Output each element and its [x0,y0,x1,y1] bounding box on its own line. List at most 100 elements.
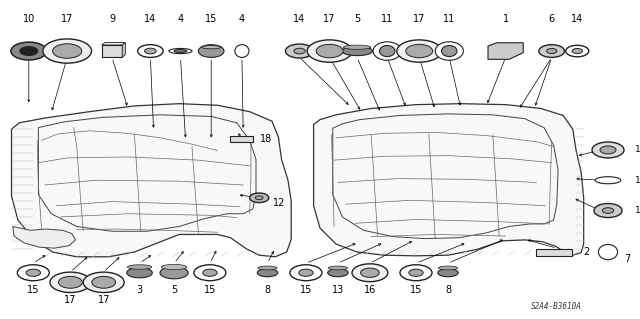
Text: 4: 4 [239,14,245,24]
Text: 7: 7 [624,254,630,264]
Text: 11: 11 [635,176,640,185]
Circle shape [255,196,263,200]
Text: 17: 17 [61,14,74,24]
Text: 13: 13 [332,285,344,295]
Text: 17: 17 [323,14,336,24]
Text: 11: 11 [443,14,456,24]
Text: 15: 15 [300,285,312,295]
Circle shape [602,208,614,213]
Text: 14: 14 [144,14,157,24]
Bar [230,136,253,142]
Circle shape [547,48,557,54]
Text: 8: 8 [264,285,271,295]
Circle shape [600,146,616,154]
Ellipse shape [598,244,618,260]
Circle shape [360,268,380,278]
Text: 10: 10 [22,14,35,24]
Text: 6: 6 [548,14,555,24]
Polygon shape [13,226,76,248]
Text: 17: 17 [97,295,110,305]
Ellipse shape [202,46,221,49]
Ellipse shape [380,46,395,56]
Bar [102,45,122,57]
Text: 12: 12 [273,197,285,208]
Circle shape [194,265,226,281]
Circle shape [592,142,624,158]
Text: 14: 14 [571,14,584,24]
Ellipse shape [343,45,371,49]
Ellipse shape [258,266,277,270]
Text: 8: 8 [445,285,451,295]
Circle shape [17,265,49,281]
Circle shape [92,276,116,288]
Circle shape [594,204,622,218]
Circle shape [250,193,269,203]
Ellipse shape [235,45,249,57]
Circle shape [290,265,322,281]
Circle shape [83,272,124,293]
Circle shape [285,44,314,58]
Ellipse shape [442,46,457,56]
Circle shape [198,45,224,57]
Ellipse shape [438,269,458,277]
Ellipse shape [169,48,192,54]
Ellipse shape [438,266,458,270]
Circle shape [307,40,352,62]
Circle shape [20,47,38,56]
Text: 17: 17 [413,14,426,24]
Text: 5: 5 [354,14,360,24]
Circle shape [406,44,433,58]
Text: 18: 18 [260,134,272,144]
Text: 3: 3 [136,285,143,295]
Text: 15: 15 [205,14,218,24]
Text: 16: 16 [364,285,376,295]
Circle shape [316,44,343,58]
Text: 15: 15 [204,285,216,295]
Circle shape [52,44,82,58]
Ellipse shape [435,42,463,60]
Text: 14: 14 [293,14,306,24]
Circle shape [539,45,564,57]
Circle shape [203,269,217,276]
Ellipse shape [342,47,372,56]
Text: 17: 17 [635,206,640,215]
Circle shape [138,45,163,57]
Text: 4: 4 [177,14,184,24]
Ellipse shape [127,268,152,278]
Circle shape [145,48,156,54]
Ellipse shape [127,265,152,269]
Ellipse shape [328,269,348,277]
Circle shape [352,264,388,282]
Text: 2: 2 [584,247,590,257]
Circle shape [11,42,47,60]
Circle shape [50,272,91,293]
Text: 16: 16 [635,145,640,154]
Circle shape [397,40,442,62]
Circle shape [409,269,423,276]
Text: 15: 15 [27,285,40,295]
Ellipse shape [160,267,188,279]
Text: S2A4-B3610A: S2A4-B3610A [531,302,582,311]
Polygon shape [12,104,291,257]
Circle shape [299,269,313,276]
Ellipse shape [595,177,621,184]
Circle shape [26,269,40,276]
Ellipse shape [257,269,278,277]
Ellipse shape [328,266,348,270]
Circle shape [566,45,589,57]
Text: 1: 1 [502,14,509,24]
Circle shape [58,276,83,288]
Text: 15: 15 [410,285,422,295]
Polygon shape [102,42,125,45]
Text: 17: 17 [64,295,77,305]
Bar [536,249,572,256]
Text: 11: 11 [381,14,394,24]
Polygon shape [488,43,524,59]
Ellipse shape [174,50,187,53]
Circle shape [572,48,582,54]
Polygon shape [122,42,125,57]
Circle shape [294,48,305,54]
Circle shape [43,39,92,63]
Text: 9: 9 [109,14,115,24]
Ellipse shape [161,264,187,270]
